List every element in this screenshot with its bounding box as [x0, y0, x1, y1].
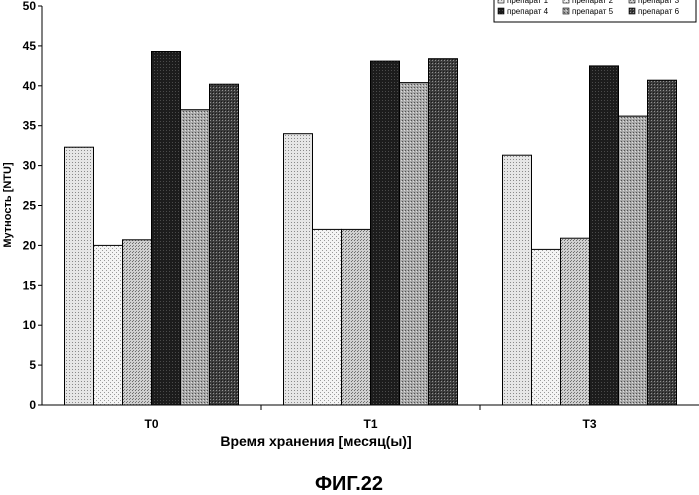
bars-layer — [65, 52, 677, 406]
y-tick-label: 25 — [23, 199, 37, 213]
legend-label-4: препарат 4 — [507, 7, 549, 16]
y-tick-label: 20 — [23, 238, 37, 252]
bar-t1-series-6 — [429, 59, 458, 405]
y-tick-label: 15 — [23, 278, 37, 292]
x-tick-label: T3 — [582, 417, 596, 431]
bar-t0-series-1 — [65, 147, 94, 405]
legend-swatch-3 — [629, 0, 635, 3]
bar-t1-series-2 — [313, 229, 342, 405]
x-axis-title: Время хранения [месяц(ы)] — [220, 433, 411, 449]
legend-swatch-2 — [563, 0, 569, 3]
legend-swatch-1 — [498, 0, 504, 3]
legend-label-5: препарат 5 — [572, 7, 614, 16]
y-tick-label: 5 — [29, 358, 36, 372]
y-tick-label: 40 — [23, 79, 37, 93]
legend-swatch-4 — [498, 8, 504, 14]
y-tick-label: 10 — [23, 318, 37, 332]
bar-t3-series-2 — [532, 249, 561, 405]
bar-t1-series-1 — [284, 134, 313, 405]
bar-t1-series-3 — [342, 229, 371, 405]
bar-t0-series-4 — [152, 52, 181, 406]
legend-label-1: препарат 1 — [507, 0, 549, 5]
bar-t0-series-2 — [94, 245, 123, 405]
legend-label-6: препарат 6 — [638, 7, 680, 16]
x-tick-label: T1 — [363, 417, 377, 431]
legend: препарат 1 препарат 2 препарат 3 препарат 4… — [494, 0, 696, 22]
figure-label: ФИГ.22 — [315, 473, 383, 495]
x-tick-label: T0 — [144, 417, 158, 431]
y-tick-label: 45 — [23, 39, 37, 53]
bar-t1-series-5 — [400, 83, 429, 405]
bar-t3-series-1 — [503, 155, 532, 405]
y-tick-label: 50 — [23, 0, 37, 13]
legend-label-2: препарат 2 — [572, 0, 614, 5]
y-tick-label: 0 — [29, 398, 36, 412]
bar-t3-series-4 — [590, 66, 619, 405]
bar-t0-series-3 — [123, 240, 152, 405]
y-tick-labels: 0 5 10 15 20 25 30 35 40 45 50 — [23, 0, 37, 412]
legend-swatch-6 — [629, 8, 635, 14]
bar-t3-series-6 — [648, 80, 677, 405]
y-tick-label: 30 — [23, 159, 37, 173]
y-axis-title: Мутность [NTU] — [2, 162, 14, 248]
bar-t0-series-6 — [210, 84, 239, 405]
bar-t1-series-4 — [371, 61, 400, 405]
bar-t3-series-5 — [619, 116, 648, 405]
bar-t3-series-3 — [561, 238, 590, 405]
legend-label-3: препарат 3 — [638, 0, 680, 5]
y-tick-label: 35 — [23, 119, 37, 133]
bar-t0-series-5 — [181, 110, 210, 405]
x-tick-labels: T0 T1 T3 — [144, 417, 596, 431]
legend-swatch-5 — [563, 8, 569, 14]
